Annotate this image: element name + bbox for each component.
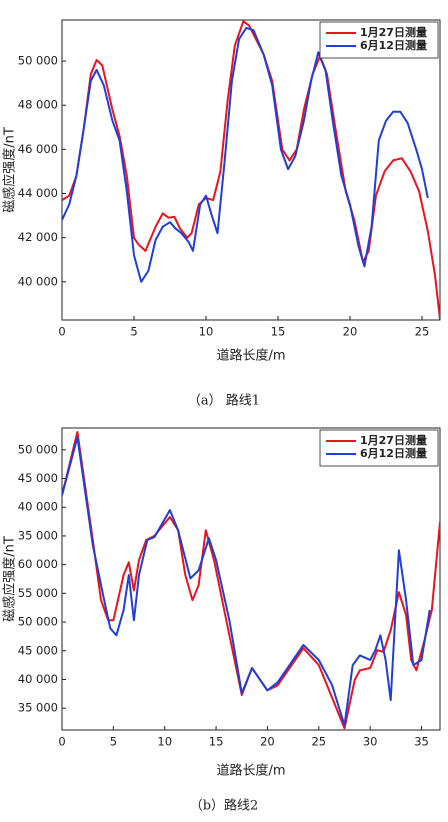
y-tick-label: 35 000 <box>18 701 58 715</box>
y-tick-label: 46 000 <box>18 142 58 156</box>
plot-frame <box>61 19 441 321</box>
y-tick-label: 45 000 <box>18 471 58 485</box>
data-line <box>62 436 431 727</box>
y-tick-label: 45 000 <box>18 643 58 657</box>
y-tick-label: 50 000 <box>18 54 58 68</box>
plot-frame <box>61 427 441 731</box>
legend-label: 1月27日测量 <box>360 25 427 39</box>
legend-label: 6月12日测量 <box>360 446 427 460</box>
legend-box <box>319 429 439 467</box>
y-tick-label: 40 000 <box>18 274 58 288</box>
y-tick-label: 55 000 <box>18 586 58 600</box>
x-tick-label: 0 <box>58 325 65 339</box>
y-tick-label: 42 000 <box>18 230 58 244</box>
caption: （a） 路线1 <box>188 393 260 409</box>
x-tick-label: 0 <box>58 735 65 749</box>
x-tick-label: 5 <box>110 735 117 749</box>
y-axis-label: 磁感应强度/nT <box>2 127 18 213</box>
x-tick-label: 25 <box>311 735 326 749</box>
x-axis-label: 道路长度/m <box>216 348 285 364</box>
y-tick-label: 50 000 <box>18 615 58 629</box>
x-tick-label: 5 <box>130 325 137 339</box>
legend-label: 6月12日测量 <box>360 38 427 52</box>
y-tick-label: 44 000 <box>18 186 58 200</box>
x-tick-label: 20 <box>260 735 275 749</box>
x-tick-label: 35 <box>414 735 429 749</box>
data-line <box>62 26 429 283</box>
y-axis-label: 磁感应强度/nT <box>2 536 18 622</box>
caption: （b）路线2 <box>190 798 259 814</box>
x-tick-label: 15 <box>209 735 224 749</box>
y-tick-label: 48 000 <box>18 98 58 112</box>
legend-label: 1月27日测量 <box>360 433 427 447</box>
x-tick-label: 15 <box>271 325 286 339</box>
y-tick-label: 40 000 <box>18 672 58 686</box>
y-tick-label: 40 000 <box>18 500 58 514</box>
x-tick-label: 20 <box>343 325 358 339</box>
data-line <box>62 431 440 730</box>
x-tick-label: 10 <box>199 325 214 339</box>
y-tick-label: 60 000 <box>18 557 58 571</box>
y-tick-label: 35 000 <box>18 528 58 542</box>
x-tick-label: 25 <box>415 325 430 339</box>
x-axis-label: 道路长度/m <box>216 763 285 779</box>
x-tick-label: 30 <box>363 735 378 749</box>
x-tick-label: 10 <box>157 735 172 749</box>
y-tick-label: 50 000 <box>18 442 58 456</box>
legend-box <box>319 21 439 59</box>
data-line <box>62 20 440 320</box>
